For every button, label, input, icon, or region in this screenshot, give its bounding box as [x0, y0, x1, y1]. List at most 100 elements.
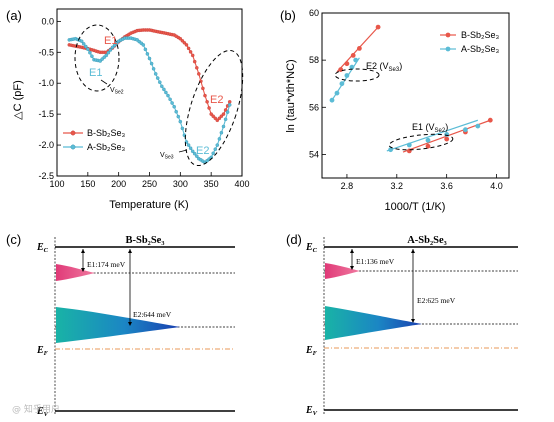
panel-a-point-b — [190, 53, 195, 58]
panel-d-title: A-Sb₂Se₃ — [407, 235, 447, 246]
legend-b-label: B-Sb₂Se₃ — [87, 128, 126, 138]
panel-a-point-a — [215, 143, 220, 147]
panel-b-e2-ellipse — [334, 68, 380, 82]
panel-d-label: (d) — [286, 232, 302, 247]
panel-d-e2-label: E2:625 meV — [417, 296, 456, 305]
panel-a-point-a — [141, 43, 146, 47]
panel-a-point-a — [188, 146, 193, 150]
panel-b-e1-label: E1 (VSe2) — [412, 122, 448, 134]
panel-b-point — [425, 143, 431, 149]
legend-a2-marker — [445, 46, 451, 52]
panel-b-xtick-label: 2.8 — [341, 181, 354, 191]
panel-a-point-a — [88, 50, 92, 55]
panel-a-vse3-label: VSe3 — [160, 152, 174, 161]
panel-a-xtick-label: 100 — [49, 179, 64, 189]
panel-b-point — [344, 73, 350, 78]
panel-a-point-a — [153, 72, 158, 76]
panel-a-point-b — [209, 112, 213, 116]
panel-a-xtick-label: 350 — [204, 179, 219, 189]
panel-a-xlabel: Temperature (K) — [109, 199, 188, 211]
legend-b2-marker — [445, 32, 451, 38]
panel-b-xtick-label: 4.0 — [490, 181, 503, 191]
panel-b-xtick-label: 3.2 — [391, 181, 404, 191]
panel-b-ytick-label: 58 — [309, 55, 319, 65]
panel-a: (a) 100 150 200 250 300 350 400 0.0 -0.5 -1.0 -1.5… — [6, 8, 250, 211]
panel-b-e2-label: E2 (VSe3) — [366, 61, 402, 73]
panel-a-point-b — [205, 100, 209, 104]
panel-a-point-a — [180, 126, 185, 131]
panel-a-point-a — [217, 137, 222, 141]
panel-a-point-a — [186, 143, 191, 147]
panel-c-e1-arrowhead-bottom — [81, 268, 85, 272]
panel-a-point-b — [188, 50, 193, 54]
panel-c-label: (c) — [6, 232, 21, 247]
panel-a-point-a — [170, 101, 174, 105]
panel-a-point-a — [143, 47, 148, 52]
panel-a-point-b — [195, 66, 199, 70]
panel-c-ec-label: EC — [36, 242, 49, 254]
panel-a-point-b — [221, 112, 226, 116]
panel-a-point-a — [211, 151, 215, 156]
panel-a-xtick-label: 300 — [173, 179, 188, 189]
panel-c-ef-label: EF — [36, 345, 49, 357]
panel-a-point-a — [151, 67, 156, 71]
panel-a-point-a — [195, 154, 199, 158]
panel-a-point-b — [219, 114, 224, 118]
panel-a-point-a — [174, 109, 178, 114]
panel-d-ev-label: EV — [305, 405, 318, 417]
panel-b-ticks: 2.8 3.2 3.6 4.0 54 56 58 60 — [309, 8, 503, 191]
panel-a-xtick-label: 200 — [111, 179, 126, 189]
panel-a-e1-ellipse — [74, 24, 120, 92]
panel-a-series — [67, 28, 232, 165]
panel-b-point — [375, 24, 381, 30]
panel-a-point-b — [201, 86, 205, 91]
panel-c-e2-label: E2:644 meV — [133, 310, 172, 319]
panel-a-xtick-label: 400 — [234, 179, 249, 189]
panel-a-point-b — [186, 46, 191, 51]
panel-a-ytick-label: -2.0 — [38, 140, 54, 150]
legend-b2-label: B-Sb₂Se₃ — [461, 30, 500, 40]
panel-d-e1-distribution — [325, 263, 360, 279]
panel-c: (c) B-Sb₂Se₃ E1:174 meV E2:644 meV EC EF… — [6, 232, 235, 418]
panel-b-point — [475, 123, 481, 129]
panel-a-point-a — [81, 42, 86, 46]
panel-a-point-b — [217, 116, 222, 121]
panel-a-point-a — [166, 93, 170, 98]
panel-c-e2-distribution — [56, 307, 180, 343]
panel-a-e2-red-label: E2 — [210, 94, 223, 106]
panel-a-point-a — [160, 84, 164, 89]
panel-a-point-b — [182, 41, 187, 45]
panel-a-point-b — [211, 114, 215, 118]
panel-b-legend: B-Sb₂Se₃ A-Sb₂Se₃ — [440, 30, 500, 54]
panel-a-point-a — [162, 87, 166, 92]
panel-b-point — [357, 46, 362, 51]
panel-a-point-a — [178, 119, 183, 124]
panel-b-xlabel: 1000/T (1/K) — [385, 201, 446, 213]
panel-d-e2-distribution — [325, 306, 422, 340]
panel-a-point-a — [176, 114, 181, 119]
panel-a-point-a — [106, 50, 111, 55]
panel-a-point-a — [84, 44, 88, 49]
panel-d-e1-arrowhead-bottom — [350, 266, 354, 270]
panel-a-point-a — [172, 104, 176, 109]
panel-b-fit-line — [386, 119, 479, 152]
panel-a-point-b — [178, 36, 183, 41]
panel-a-vse2-arrow — [100, 79, 108, 85]
panel-c-ev-label: EV — [36, 406, 49, 418]
panel-b-point — [463, 127, 468, 133]
panel-b-frame — [321, 12, 510, 179]
panel-d-ef-label: EF — [305, 345, 318, 357]
panel-a-e1-red-label: E1 — [104, 35, 117, 47]
panel-a-point-a — [79, 39, 84, 43]
panel-a-ticks: 100 150 200 250 300 350 400 0.0 -0.5 -1.0 -1.5 -2.0… — [38, 16, 249, 189]
panel-a-ytick-label: -2.5 — [38, 171, 54, 181]
panel-b-point — [334, 90, 340, 96]
panel-a-point-b — [223, 108, 228, 112]
panel-b-point — [388, 147, 393, 153]
panel-c-e1-distribution — [56, 264, 95, 281]
panel-a-point-b — [184, 43, 189, 47]
panel-a-point-a — [108, 48, 113, 52]
panel-b-point — [349, 64, 355, 70]
panel-a-ytick-label: 0.0 — [41, 16, 54, 26]
